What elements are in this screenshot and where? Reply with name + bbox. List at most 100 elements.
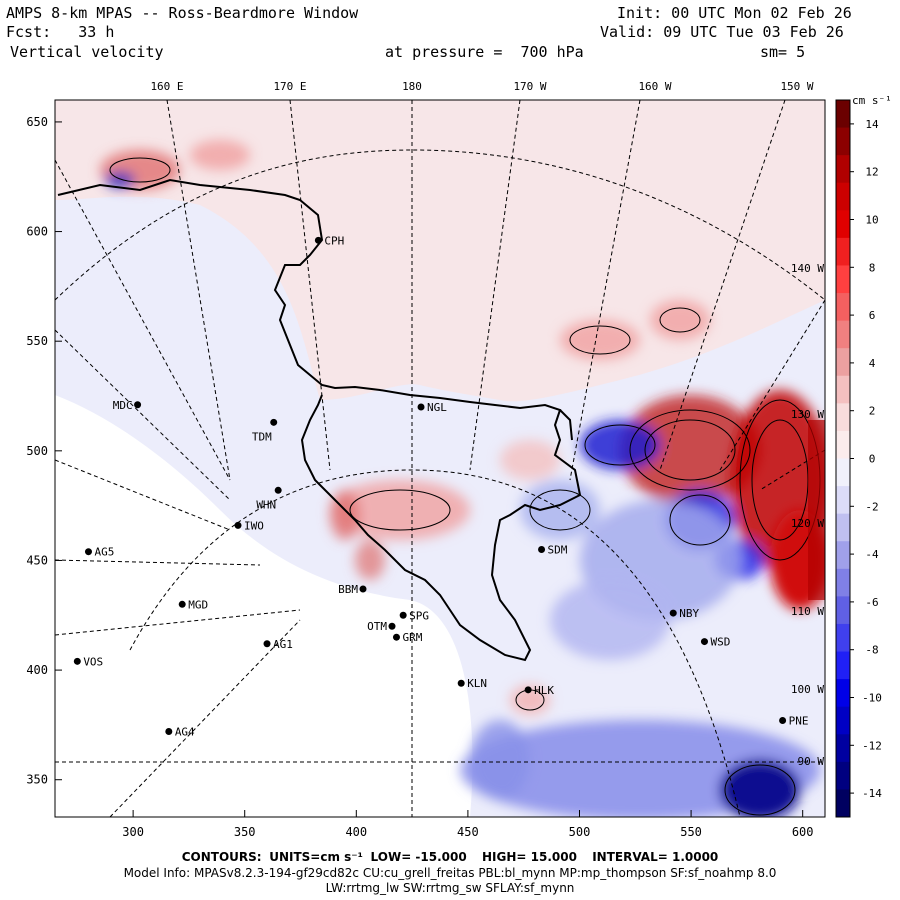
colorbar-segment bbox=[836, 623, 850, 653]
forecast-label: Fcst: bbox=[6, 23, 52, 41]
contours-label: CONTOURS: bbox=[181, 850, 262, 864]
colorbar-segment bbox=[836, 155, 850, 184]
y-tick-label: 500 bbox=[26, 444, 48, 458]
colorbar-segment bbox=[836, 403, 850, 432]
x-tick-label: 500 bbox=[569, 825, 591, 839]
y-tick-label: 550 bbox=[26, 334, 48, 348]
station-label: PNE bbox=[789, 715, 809, 728]
colorbar-segment bbox=[836, 541, 850, 570]
station-label: SPG bbox=[409, 609, 429, 622]
x-axis: 300 350 400 450 500 550 600 bbox=[122, 810, 814, 839]
longitude-label-right: 100 W bbox=[791, 683, 824, 696]
station-label: GRM bbox=[402, 631, 422, 644]
colorbar-label: -4 bbox=[865, 548, 879, 561]
model-info-2: LW:rrtmg_lw SW:rrtmg_sw SFLAY:sf_mynn bbox=[325, 881, 575, 895]
interval-value: INTERVAL= 1.0000 bbox=[592, 850, 719, 864]
longitude-label: 150 W bbox=[780, 80, 813, 93]
station-marker bbox=[457, 679, 465, 687]
pressure-label: at pressure = bbox=[385, 43, 503, 61]
colorbar-segment bbox=[836, 265, 850, 294]
stations: CPH NGL MDC TDM WHN IWO AG5 SDM BBM MGD SPG OTM GRM N… bbox=[73, 234, 809, 738]
colorbar-segment bbox=[836, 761, 850, 790]
station-label: WHN bbox=[256, 498, 276, 511]
field-name: Vertical velocity bbox=[10, 43, 164, 61]
colorbar-segment bbox=[836, 679, 850, 708]
colorbar-label: 6 bbox=[869, 309, 876, 322]
forecast-value: 33 h bbox=[78, 23, 115, 41]
colorbar-label: -2 bbox=[865, 500, 878, 513]
colorbar-label: 4 bbox=[869, 357, 876, 370]
velocity-field bbox=[100, 140, 825, 817]
station-label: NGL bbox=[427, 401, 447, 414]
station-label: CPH bbox=[324, 234, 344, 247]
station-marker bbox=[700, 638, 708, 646]
station-label: HLK bbox=[534, 684, 554, 697]
colorbar-label: -6 bbox=[865, 596, 878, 609]
pressure-value: 700 hPa bbox=[520, 43, 584, 61]
graticule bbox=[55, 100, 825, 817]
model-info: Model Info: MPASv8.2.3-194-gf29cd82c CU:… bbox=[123, 866, 777, 880]
station-marker bbox=[399, 611, 407, 619]
station-marker bbox=[165, 727, 173, 735]
longitude-label: 160 E bbox=[150, 80, 183, 93]
station-marker bbox=[524, 686, 532, 694]
units: UNITS=cm s⁻¹ bbox=[269, 850, 363, 864]
y-tick-label: 350 bbox=[26, 773, 48, 787]
station-label: SDM bbox=[548, 543, 568, 556]
pressure-level: at pressure = 700 hPa bbox=[385, 43, 584, 61]
colorbar-segment bbox=[836, 293, 850, 322]
colorbar-label: 8 bbox=[869, 261, 876, 274]
colorbar-label: 14 bbox=[865, 118, 879, 131]
colorbar-label: -12 bbox=[862, 739, 882, 752]
plot-frame bbox=[54, 99, 826, 818]
x-tick-label: 400 bbox=[345, 825, 367, 839]
map-title: AMPS 8-km MPAS -- Ross-Beardmore Window bbox=[6, 4, 359, 22]
station-label: AG1 bbox=[273, 638, 293, 651]
y-axis: 650 600 550 500 450 400 350 bbox=[26, 115, 62, 787]
longitude-label-right: 130 W bbox=[791, 408, 824, 421]
colorbar-segment bbox=[836, 237, 850, 266]
station-marker bbox=[178, 600, 186, 608]
colorbar-segment bbox=[836, 651, 850, 680]
colorbar-segment bbox=[836, 486, 850, 515]
station-marker bbox=[417, 403, 425, 411]
colorbar-label: 12 bbox=[865, 166, 878, 179]
station-label: OTM bbox=[367, 620, 387, 633]
colorbar-segment bbox=[836, 430, 850, 459]
colorbar-segment bbox=[836, 596, 850, 625]
station-label: TDM bbox=[252, 430, 272, 443]
colorbar-unit: cm s⁻¹ bbox=[852, 94, 892, 107]
station-marker bbox=[314, 236, 322, 244]
valid-time: Valid: 09 UTC Tue 03 Feb 26 bbox=[600, 23, 844, 41]
colorbar-segment bbox=[836, 375, 850, 404]
station-marker bbox=[234, 521, 242, 529]
ocean-updraft-region bbox=[55, 100, 825, 402]
contour-info: CONTOURS: UNITS=cm s⁻¹ LOW= -15.000 HIGH… bbox=[0, 850, 900, 864]
colorbar-label: -10 bbox=[862, 692, 882, 705]
station-label: IWO bbox=[244, 519, 264, 532]
station-marker bbox=[134, 401, 142, 409]
station-label: WSD bbox=[710, 636, 730, 649]
forecast-hour: Fcst: 33 h bbox=[6, 23, 114, 41]
x-tick-label: 300 bbox=[122, 825, 144, 839]
colorbar-label: 10 bbox=[865, 214, 878, 227]
colorbar-segment bbox=[836, 100, 850, 129]
colorbar-label: -14 bbox=[862, 787, 882, 800]
low-value: LOW= -15.000 bbox=[370, 850, 467, 864]
station-label: NBY bbox=[679, 607, 699, 620]
y-tick-label: 400 bbox=[26, 663, 48, 677]
colorbar-segment bbox=[836, 789, 850, 818]
station-marker bbox=[270, 418, 278, 426]
x-tick-label: 350 bbox=[234, 825, 256, 839]
longitude-labels: 160 E 170 E 180 170 W 160 W 150 W 140 W 130 W 12… bbox=[150, 80, 824, 768]
colorbar-label: 0 bbox=[869, 453, 876, 466]
colorbar-segment bbox=[836, 348, 850, 377]
station-marker bbox=[359, 585, 367, 593]
no-data-region bbox=[55, 395, 473, 817]
colorbar-segment bbox=[836, 706, 850, 735]
colorbar-segment bbox=[836, 127, 850, 156]
x-tick-label: 550 bbox=[680, 825, 702, 839]
longitude-label-right: 90 W bbox=[798, 755, 825, 768]
station-label: MGD bbox=[188, 598, 208, 611]
